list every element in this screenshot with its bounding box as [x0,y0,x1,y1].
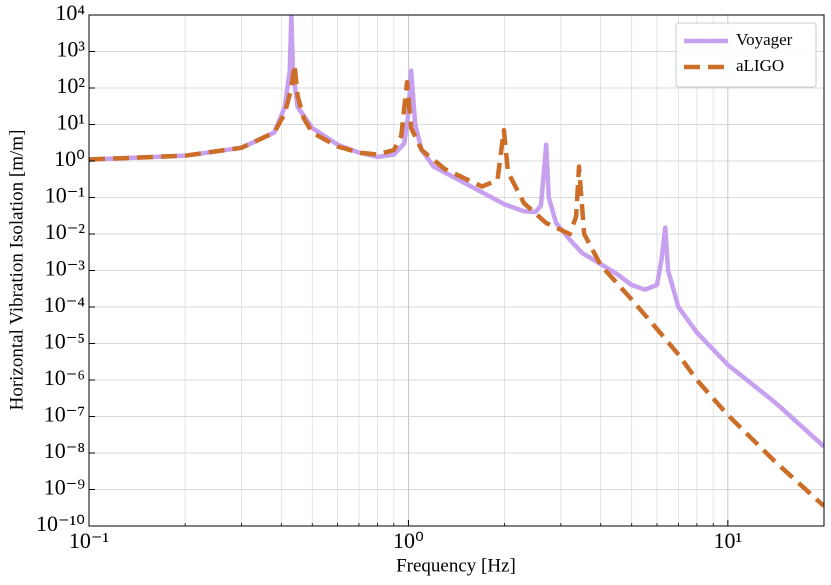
legend-label: aLIGO [736,56,784,75]
y-tick-label: 10⁻⁹ [44,475,86,500]
y-tick-label: 10⁻³ [45,256,86,281]
y-tick-label: 10⁻¹ [45,183,85,208]
ticks: 10⁻¹ 10⁰ 10¹ 10⁻¹⁰ 10⁻⁹ 10⁻⁸ 10⁻⁷ 10⁻⁶ 10⁻⁵ 10⁻⁴ 1… [36,0,742,553]
lines [89,15,824,508]
legend: Voyager aLIGO [675,22,817,88]
series-line [89,62,824,508]
y-tick-label: 10⁻⁴ [44,292,86,317]
y-tick-label: 10² [56,73,85,98]
y-tick-label: 10⁻² [45,219,86,244]
y-tick-label: 10¹ [56,110,85,135]
x-tick-label: 10⁰ [393,528,424,553]
y-tick-label: 10⁴ [55,0,85,25]
y-tick-label: 10⁻⁷ [44,402,85,427]
legend-label: Voyager [736,30,793,49]
x-axis-label: Frequency [Hz] [396,555,516,576]
x-tick-label: 10⁻¹ [69,528,109,553]
y-tick-label: 10⁻⁵ [44,329,85,354]
y-axis-label: Horizontal Vibration Isolation [m/m] [6,130,27,411]
y-tick-label: 10⁻⁸ [44,438,85,463]
y-tick-label: 10³ [56,37,85,62]
y-tick-label: 10⁻¹⁰ [36,511,85,536]
x-tick-label: 10¹ [714,528,743,553]
y-tick-label: 10⁻⁶ [44,365,85,390]
y-tick-label: 10⁰ [54,146,85,171]
